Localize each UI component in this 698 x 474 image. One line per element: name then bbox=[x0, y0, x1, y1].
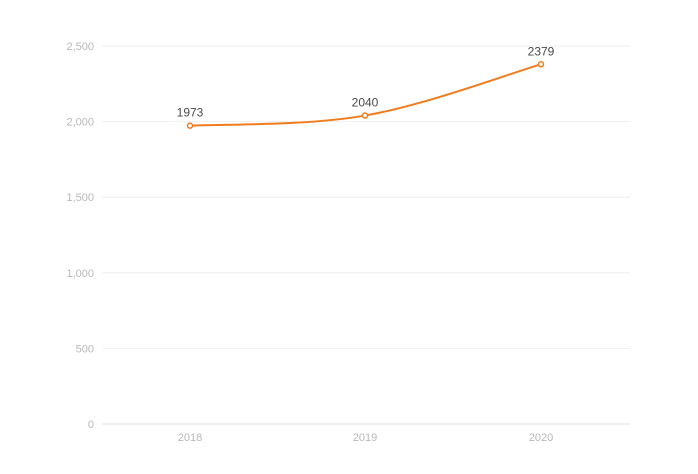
x-axis-ticks: 2018 2019 2020 bbox=[178, 432, 553, 444]
y-axis-ticks: 0 500 1,000 1,500 2,000 2,500 bbox=[66, 41, 94, 431]
x-tick-label: 2020 bbox=[529, 432, 553, 444]
y-tick-label: 1,500 bbox=[66, 192, 94, 204]
x-tick-label: 2019 bbox=[353, 432, 377, 444]
data-label: 2040 bbox=[352, 96, 379, 110]
data-points bbox=[186, 61, 545, 129]
y-tick-label: 2,500 bbox=[66, 41, 94, 53]
x-tick-label: 2018 bbox=[178, 432, 202, 444]
y-tick-label: 1,000 bbox=[66, 268, 94, 280]
data-point[interactable] bbox=[361, 112, 369, 119]
y-tick-label: 500 bbox=[76, 343, 94, 355]
data-labels: 1973 2040 2379 bbox=[177, 44, 555, 119]
data-point[interactable] bbox=[186, 122, 194, 129]
data-point[interactable] bbox=[537, 61, 545, 68]
y-tick-label: 0 bbox=[88, 419, 94, 431]
y-tick-label: 2,000 bbox=[66, 117, 94, 129]
data-label: 1973 bbox=[177, 106, 204, 120]
gridlines bbox=[102, 45, 630, 425]
data-label: 2379 bbox=[528, 44, 555, 58]
